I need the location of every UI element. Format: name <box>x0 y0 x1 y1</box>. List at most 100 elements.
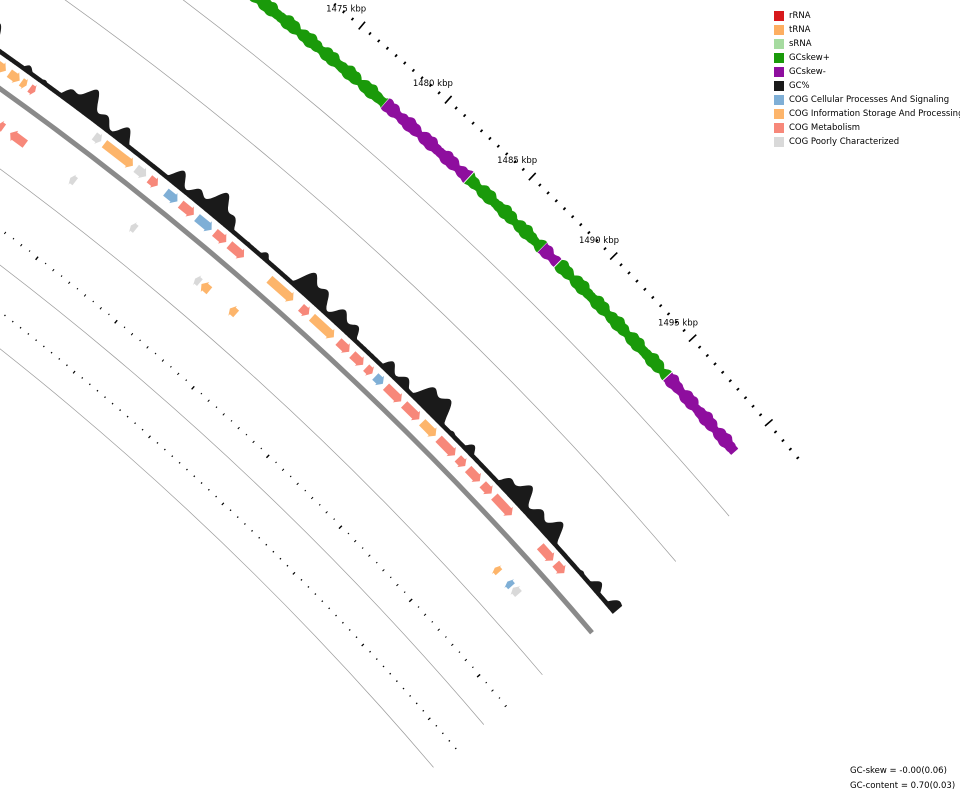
black-square-icon <box>774 81 784 91</box>
inner-tick <box>338 525 343 530</box>
position-tick <box>635 279 639 283</box>
position-tick <box>579 222 583 227</box>
inner-dot-tick <box>156 441 159 444</box>
inner-tick <box>200 392 203 395</box>
legend-item: COG Cellular Processes And Signaling <box>774 93 960 107</box>
position-tick <box>554 199 558 203</box>
position-tick <box>342 10 346 14</box>
position-tick <box>619 263 623 267</box>
gene-metabolism <box>401 401 420 421</box>
inner-dot-tick <box>314 593 317 596</box>
inner-dot-tick <box>448 739 451 742</box>
inner-tick <box>177 372 180 376</box>
inner-dot-tick <box>355 636 358 639</box>
inner-tick <box>191 385 195 390</box>
inner-tick <box>296 482 299 486</box>
gene-metabolism <box>363 364 374 376</box>
green-square-icon <box>774 53 784 63</box>
position-tick <box>454 106 458 110</box>
gene-cellular <box>504 579 515 590</box>
inner-dot-tick <box>42 345 45 348</box>
backbone <box>0 85 594 635</box>
inner-dot-tick <box>193 475 196 478</box>
position-tick <box>538 183 542 187</box>
gc-skew-segment <box>464 172 548 253</box>
legend-label: GC% <box>789 81 810 91</box>
legend-label: tRNA <box>789 25 811 35</box>
inner-tick <box>504 704 507 708</box>
gene-metabolism <box>177 200 194 217</box>
inner-dot-tick <box>265 543 268 546</box>
inner-dot-tick <box>50 351 53 354</box>
inner-tick <box>318 503 321 506</box>
inner-dot-tick <box>422 709 425 712</box>
legend-label: rRNA <box>789 11 811 21</box>
gene-metabolism <box>298 304 310 317</box>
gene-metabolism <box>10 130 28 148</box>
legend-item: COG Metabolism <box>774 121 960 135</box>
position-tick <box>603 246 607 251</box>
gc-content-profile <box>0 23 623 614</box>
position-tick <box>377 39 381 43</box>
inner-dot-tick <box>300 578 303 581</box>
inner-dot-tick <box>134 422 137 425</box>
inner-tick <box>476 673 481 678</box>
inner-dot-tick <box>119 409 122 412</box>
inner-tick <box>230 419 233 422</box>
inner-dot-tick <box>427 717 431 721</box>
inner-dot-tick <box>58 357 61 360</box>
gene-information <box>266 275 294 302</box>
position-tick <box>479 129 484 133</box>
legend-label: COG Cellular Processes And Signaling <box>789 95 950 105</box>
inner-tick <box>52 268 55 272</box>
position-tick <box>764 418 774 427</box>
inner-dot-tick <box>454 747 457 750</box>
inner-tick <box>275 461 277 464</box>
inner-tick <box>161 359 165 362</box>
inner-dot-tick <box>441 732 444 735</box>
inner-tick <box>146 346 149 349</box>
gene-metabolism <box>146 175 158 188</box>
gene-metabolism <box>536 543 555 561</box>
gc-skew-segment <box>663 372 739 455</box>
gene-metabolism <box>382 383 402 403</box>
inner-dot-tick <box>200 482 203 484</box>
position-tick <box>743 396 748 400</box>
position-tick <box>781 438 785 443</box>
gene-information <box>101 140 133 168</box>
position-tick <box>471 121 475 125</box>
position-tick <box>788 447 793 451</box>
position-tick <box>411 68 416 73</box>
position-tick <box>444 95 453 104</box>
legend-item: tRNA <box>774 23 960 37</box>
inner-ticks <box>3 231 507 750</box>
guide-ring <box>64 0 677 562</box>
inner-tick <box>154 352 157 355</box>
gc-content-track <box>0 23 623 614</box>
inner-tick <box>437 628 440 631</box>
inner-tick <box>289 475 292 478</box>
inner-dot-tick <box>369 650 372 653</box>
inner-dot-tick <box>286 564 289 567</box>
inner-tick <box>99 307 102 310</box>
legend-label: COG Poorly Characterized <box>789 137 900 147</box>
inner-dot-tick <box>279 557 282 560</box>
inner-tick <box>417 606 420 608</box>
position-tick <box>570 214 575 219</box>
inner-dot-tick <box>415 702 418 705</box>
inner-tick <box>389 576 392 579</box>
legend-label: GCskew- <box>789 67 826 77</box>
inner-dot-tick <box>186 468 188 471</box>
inner-tick <box>20 243 23 247</box>
position-tick <box>705 353 710 358</box>
inner-tick <box>375 561 378 564</box>
inner-tick <box>347 532 350 535</box>
inner-tick <box>237 426 240 430</box>
inner-tick <box>222 413 225 416</box>
inner-dot-tick <box>141 428 144 431</box>
inner-tick <box>139 339 141 342</box>
gene-poorly <box>129 222 139 233</box>
inner-tick <box>28 250 31 252</box>
inner-dot-tick <box>307 586 310 588</box>
